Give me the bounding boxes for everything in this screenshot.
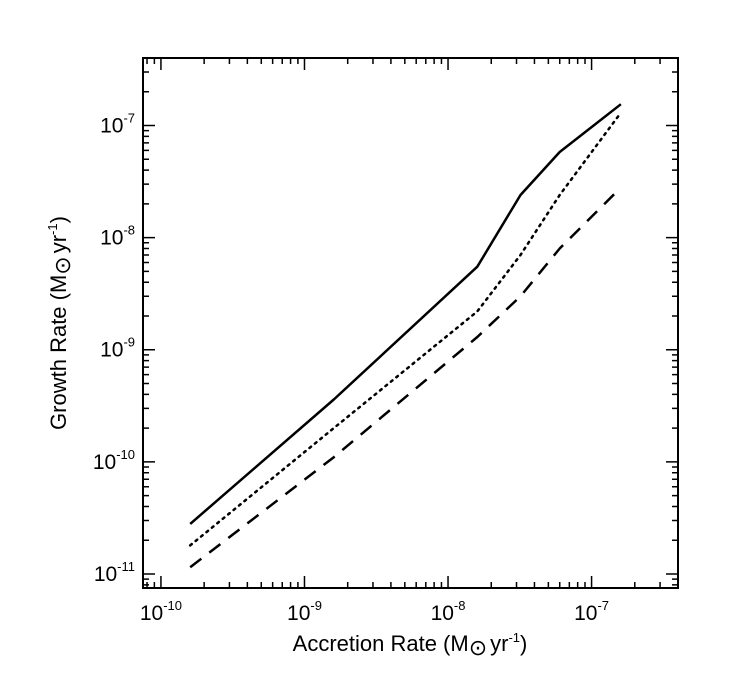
y-tick-label-base: 10 (100, 227, 123, 250)
y-axis-title: Growth Rate (M⊙ yr-1) (45, 216, 75, 430)
y-axis-title-close: ) (46, 216, 71, 223)
y-tick-label-base: 10 (100, 115, 123, 138)
y-tick-label: 10-11 (94, 559, 135, 586)
y-tick-label-exp: -9 (123, 335, 135, 350)
x-tick-label-base: 10 (140, 602, 163, 625)
x-tick-label-base: 10 (574, 602, 597, 625)
x-tick-label: 10-9 (287, 598, 322, 625)
y-tick-label-exp: -8 (123, 223, 135, 238)
x-axis-title-exp: -1 (508, 630, 520, 645)
x-tick-label-base: 10 (431, 602, 454, 625)
x-tick-label-exp: -9 (310, 598, 322, 613)
y-tick-label-exp: -7 (123, 111, 135, 126)
sun-symbol: ⊙ (50, 256, 75, 274)
x-axis-title-prefix: Accretion Rate (M (293, 631, 469, 656)
minor-ticks (143, 57, 679, 588)
x-tick-label-base: 10 (287, 602, 310, 625)
y-tick-label: 10-9 (100, 335, 135, 362)
x-tick-label: 10-8 (431, 598, 466, 625)
y-axis-title-prefix: Growth Rate (M (46, 275, 71, 430)
series-group (188, 103, 623, 569)
y-tick-label: 10-10 (93, 447, 135, 474)
major-ticks (143, 58, 678, 588)
y-axis-title-unit: yr (46, 235, 71, 253)
y-tick-label-base: 10 (94, 563, 117, 586)
y-tick-label-exp: -10 (116, 447, 135, 462)
x-tick-label: 10-7 (574, 598, 609, 625)
x-tick-label: 10-10 (140, 598, 182, 625)
x-axis-title-unit: yr (490, 631, 508, 656)
y-axis-title-exp: -1 (45, 223, 60, 235)
y-tick-label-exp: -11 (117, 559, 135, 574)
series-solid-line (189, 103, 622, 525)
sun-symbol: ⊙ (469, 635, 487, 660)
y-tick-label: 10-7 (100, 111, 135, 138)
series-dashed-line (189, 186, 622, 569)
y-tick-label: 10-8 (100, 223, 135, 250)
y-tick-label-base: 10 (93, 451, 116, 474)
plot-frame (142, 57, 679, 589)
x-axis-title-close: ) (520, 631, 527, 656)
x-tick-label-exp: -7 (597, 598, 609, 613)
x-axis-title: Accretion Rate (M⊙ yr-1) (293, 630, 528, 660)
y-tick-label-base: 10 (100, 339, 123, 362)
series-dotted-line (188, 111, 623, 547)
x-tick-label-exp: -8 (454, 598, 466, 613)
x-tick-label-exp: -10 (163, 598, 182, 613)
